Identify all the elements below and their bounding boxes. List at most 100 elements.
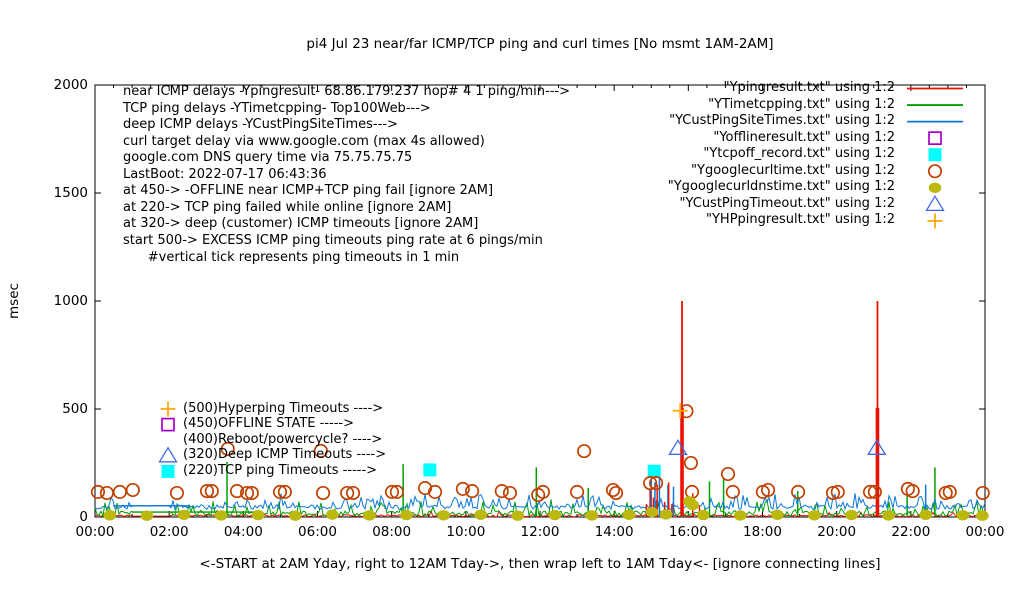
point-Ygooglecurltime.txt bbox=[862, 484, 878, 499]
point-Ytcpoff_record.txt bbox=[647, 464, 661, 478]
legend-entry: "YCustPingSiteTimes.txt" using 1:2 bbox=[669, 113, 895, 129]
point-Ygooglecurltime.txt bbox=[112, 484, 127, 499]
x-tick-label: 14:00 bbox=[594, 524, 634, 540]
point-Ygooglecurldnstime.txt bbox=[511, 510, 525, 521]
x-tick-label: 00:00 bbox=[965, 524, 1005, 540]
point-Ygooglecurldnstime.txt bbox=[548, 509, 562, 521]
point-Ygooglecurldnstime.txt bbox=[177, 509, 191, 521]
point-Ygooglecurltime.txt bbox=[199, 484, 215, 499]
point-YCustPingTimeout.txt bbox=[668, 439, 688, 455]
x-tick-label: 10:00 bbox=[446, 524, 486, 540]
y-tick-label: 1000 bbox=[53, 293, 88, 309]
annotation-label: (450)OFFLINE STATE -----> bbox=[183, 416, 354, 432]
point-Ygooglecurltime.txt bbox=[229, 484, 245, 499]
x-tick-label: 00:00 bbox=[75, 524, 115, 540]
point-Ygooglecurltime.txt bbox=[277, 484, 292, 499]
point-Ygooglecurltime.txt bbox=[683, 455, 698, 471]
annotation-marker bbox=[158, 446, 178, 463]
legend-entry: "Ygooglecurltime.txt" using 1:2 bbox=[691, 162, 895, 178]
point-Ygooglecurldnstime.txt bbox=[400, 509, 413, 521]
point-Ygooglecurltime.txt bbox=[125, 482, 140, 498]
point-Ygooglecurltime.txt bbox=[867, 484, 882, 499]
annotation-label: (500)Hyperping Timeouts ----> bbox=[183, 400, 384, 416]
point-Ygooglecurltime.txt bbox=[340, 485, 355, 501]
point-Ygooglecurltime.txt bbox=[313, 443, 328, 458]
point-Ygooglecurltime.txt bbox=[535, 484, 551, 499]
point-Ygooglecurltime.txt bbox=[643, 476, 658, 491]
point-YCustPingTimeout.txt bbox=[867, 439, 887, 455]
annotation-label: (220)TCP ping Timeouts -----> bbox=[183, 462, 378, 478]
point-Ygooglecurldnstime.txt bbox=[288, 510, 302, 521]
x-tick-label: 20:00 bbox=[817, 524, 857, 540]
x-axis-label: <-START at 2AM Yday, right to 12AM Tday-… bbox=[199, 556, 881, 572]
info-line: deep ICMP delays -YCustPingSiteTimes---> bbox=[123, 117, 398, 133]
point-Ygooglecurldnstime.txt bbox=[845, 509, 858, 521]
annotation-marker bbox=[161, 417, 175, 432]
point-Ygooglecurltime.txt bbox=[942, 484, 957, 499]
point-Ygooglecurltime.txt bbox=[830, 484, 845, 499]
point-Ygooglecurltime.txt bbox=[389, 484, 404, 499]
legend-entry: "YTimetcpping.txt" using 1:2 bbox=[708, 96, 895, 112]
annotation-label: (400)Reboot/powercycle? ----> bbox=[183, 431, 383, 447]
annotation-label: (320)Deep ICMP Timeouts ----> bbox=[183, 447, 387, 463]
point-Ygooglecurldnstime.txt bbox=[437, 510, 450, 521]
series-YTimetcpping.txt bbox=[94, 498, 986, 518]
info-line: LastBoot: 2022-07-17 06:43:36 bbox=[123, 166, 327, 182]
point-Ygooglecurldnstime.txt bbox=[956, 510, 970, 521]
point-Ygooglecurldnstime.txt bbox=[622, 509, 636, 521]
point-Ygooglecurldnstime.txt bbox=[103, 510, 117, 521]
point-Ygooglecurltime.txt bbox=[494, 484, 509, 499]
y-tick-label: 500 bbox=[62, 401, 88, 417]
x-tick-label: 22:00 bbox=[891, 524, 931, 540]
point-Ygooglecurltime.txt bbox=[975, 485, 990, 501]
point-Ygooglecurltime.txt bbox=[608, 485, 624, 501]
point-Ygooglecurltime.txt bbox=[577, 444, 592, 459]
point-Ygooglecurltime.txt bbox=[169, 485, 185, 501]
y-tick-label: 0 bbox=[79, 509, 88, 525]
legend-entry: "YCustPingTimeout.txt" using 1:2 bbox=[679, 195, 895, 211]
y-tick-label: 1500 bbox=[53, 185, 88, 201]
x-tick-label: 04:00 bbox=[223, 524, 263, 540]
info-line: at 320-> deep (customer) ICMP timeouts [… bbox=[123, 216, 479, 232]
series-YCustPingSiteTimes.txt bbox=[94, 493, 986, 511]
point-Ygooglecurldnstime.txt bbox=[140, 510, 154, 521]
point-Ygooglecurltime.txt bbox=[725, 484, 740, 499]
annotation-marker bbox=[161, 464, 175, 478]
legend-sample-marker bbox=[928, 148, 942, 162]
info-line: at 450-> -OFFLINE near ICMP+TCP ping fai… bbox=[123, 183, 494, 199]
legend-entry: "Ygooglecurldnstime.txt" using 1:2 bbox=[667, 179, 895, 195]
point-Ytcpoff_record.txt bbox=[423, 463, 437, 477]
point-Ygooglecurldnstime.txt bbox=[733, 510, 747, 521]
point-Ygooglecurltime.txt bbox=[502, 485, 518, 501]
point-Ygooglecurldnstime.txt bbox=[585, 510, 599, 521]
point-Ygooglecurltime.txt bbox=[465, 484, 480, 499]
x-tick-label: 12:00 bbox=[520, 524, 560, 540]
point-Ygooglecurldnstime.txt bbox=[214, 510, 228, 521]
point-Ygooglecurldnstime.txt bbox=[808, 510, 821, 521]
legend-entry: "YHPpingresult.txt" using 1:2 bbox=[706, 212, 895, 228]
point-Ygooglecurldnstime.txt bbox=[363, 510, 376, 521]
point-Ygooglecurltime.txt bbox=[649, 476, 664, 491]
point-Ygooglecurltime.txt bbox=[90, 484, 106, 499]
point-Ygooglecurltime.txt bbox=[720, 466, 736, 482]
point-Ygooglecurltime.txt bbox=[244, 485, 259, 501]
point-Ygooglecurltime.txt bbox=[346, 485, 361, 501]
point-Ygooglecurldnstime.txt bbox=[686, 499, 700, 511]
chart-title: pi4 Jul 23 near/far ICMP/TCP ping and cu… bbox=[306, 36, 774, 52]
point-Ygooglecurltime.txt bbox=[204, 484, 219, 499]
legend-sample-marker bbox=[925, 195, 945, 211]
x-tick-label: 06:00 bbox=[298, 524, 337, 540]
info-line: google.com DNS query time via 75.75.75.7… bbox=[123, 150, 413, 166]
point-Ygooglecurldnstime.txt bbox=[976, 510, 989, 521]
point-Ygooglecurltime.txt bbox=[428, 484, 443, 499]
legend-entry: "Yofflineresult.txt" using 1:2 bbox=[713, 129, 895, 145]
point-Ygooglecurltime.txt bbox=[384, 484, 400, 499]
point-Ygooglecurldnstime.txt bbox=[251, 509, 265, 521]
info-line: #vertical tick represents ping timeouts … bbox=[123, 249, 460, 265]
point-Ygooglecurldnstime.txt bbox=[474, 509, 487, 521]
point-Ygooglecurltime.txt bbox=[272, 484, 288, 499]
legend-sample-marker bbox=[927, 164, 943, 179]
point-Ygooglecurldnstime.txt bbox=[326, 509, 339, 520]
legend-entry: "Ypingresult.txt" using 1:2 bbox=[723, 80, 895, 95]
point-Ygooglecurltime.txt bbox=[905, 484, 920, 499]
